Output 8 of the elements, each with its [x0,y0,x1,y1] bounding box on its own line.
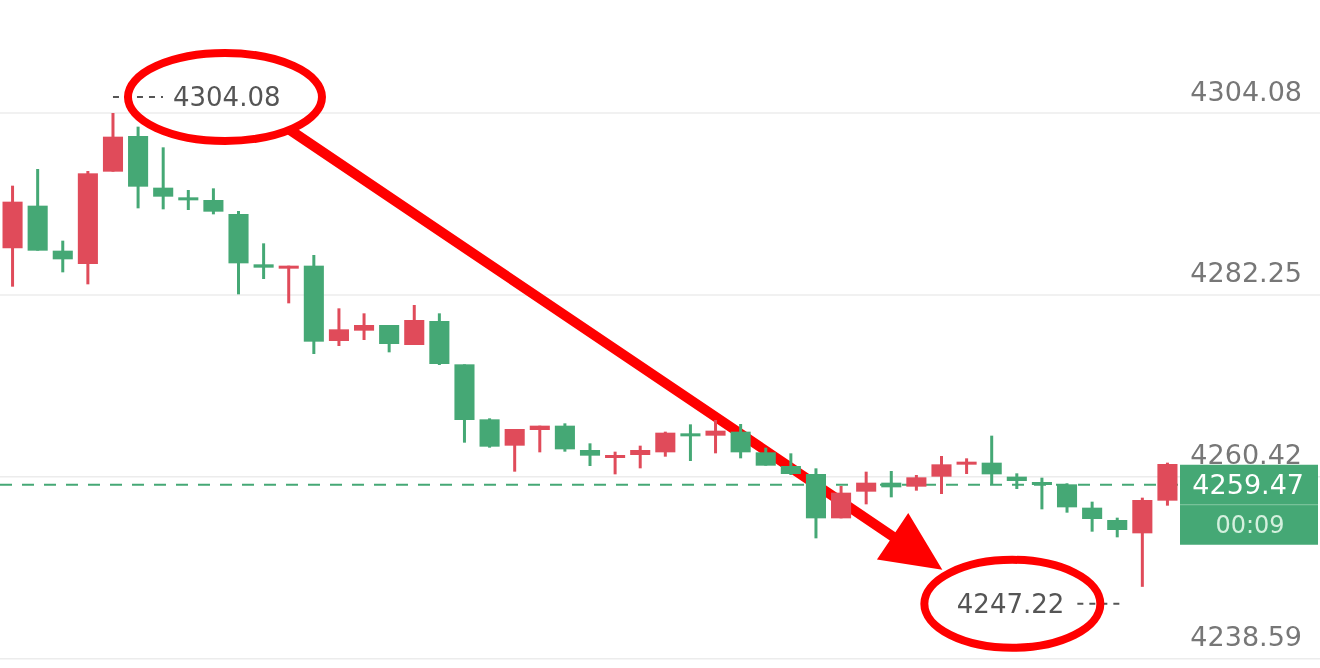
annotation: 4304.08 [172,82,281,112]
ref-line-label: 4259.47 [1192,469,1304,501]
y-tick-label: 4282.25 [1190,257,1302,289]
y-tick-label: 4260.42 [1190,439,1302,471]
text: 00:09 [1215,510,1285,539]
y-tick-label: 4304.08 [1190,75,1302,107]
y-tick-label: 4238.59 [1190,621,1302,653]
annotation: 4247.22 [956,588,1065,619]
